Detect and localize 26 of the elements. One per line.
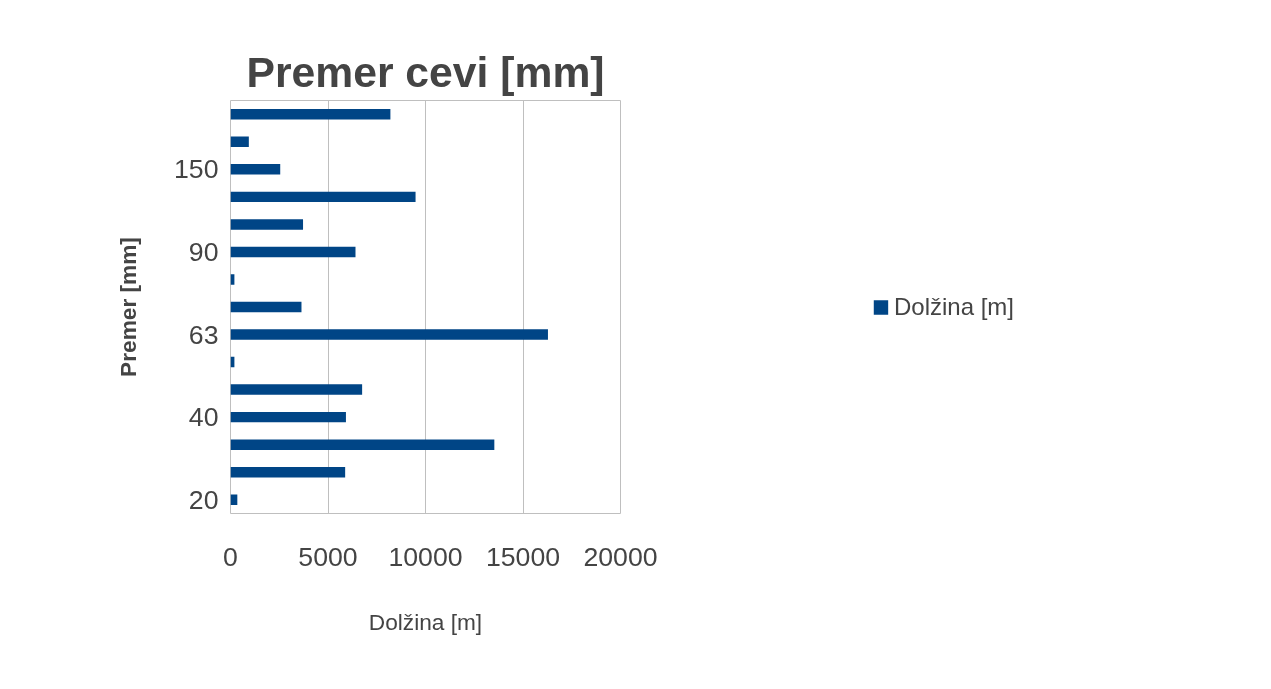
bar xyxy=(230,439,495,450)
bar xyxy=(230,301,302,313)
y-axis-title: Premer [mm] xyxy=(115,237,142,377)
bar xyxy=(230,164,281,175)
bar xyxy=(230,246,356,258)
y-tick-label: 40 xyxy=(188,402,219,433)
bar xyxy=(230,109,391,120)
x-tick-label: 20000 xyxy=(583,541,658,572)
y-tick-label: 90 xyxy=(188,236,219,267)
bar xyxy=(230,136,249,148)
bar xyxy=(230,384,363,395)
bar xyxy=(230,191,416,203)
bar xyxy=(230,411,346,423)
bar xyxy=(230,466,346,478)
x-tick-label: 5000 xyxy=(298,541,358,572)
bar xyxy=(230,329,548,340)
x-tick-label: 10000 xyxy=(388,541,463,572)
bar xyxy=(230,219,304,230)
x-axis-title: Dolžina [m] xyxy=(368,608,483,635)
y-tick-label: 20 xyxy=(188,484,219,515)
x-tick-label: 0 xyxy=(223,541,238,572)
legend-label: Dolžina [m] xyxy=(893,292,1015,321)
x-tick-label: 15000 xyxy=(485,541,561,572)
y-tick-label: 63 xyxy=(188,319,219,350)
chart-title: Premer cevi [mm] xyxy=(246,47,605,96)
y-tick-label: 150 xyxy=(174,154,219,185)
